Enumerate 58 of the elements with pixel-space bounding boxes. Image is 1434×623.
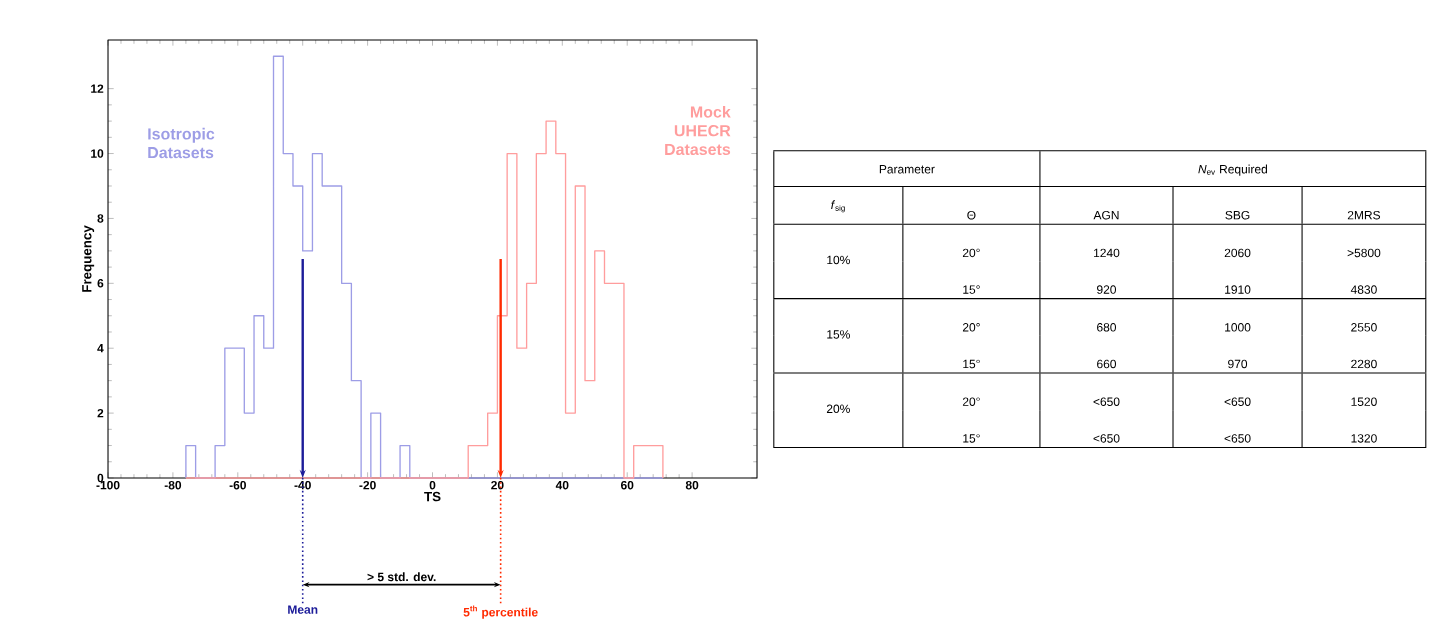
y-tick-label: 0 (97, 473, 104, 483)
text: 20° (962, 248, 980, 258)
text: Isotropic Datasets (148, 127, 215, 159)
text: 1000 (1225, 323, 1251, 332)
ref-line-label: 5$^{th}$ percentile (463, 605, 538, 619)
text: N$_{ev}$ Required (1198, 164, 1267, 176)
text: 1320 (1351, 434, 1377, 443)
text: SBG (1225, 210, 1250, 220)
text: 1520 (1351, 397, 1377, 406)
text: <650 (1093, 397, 1120, 406)
x-tick-label: -20 (359, 480, 376, 490)
text: > 5 std. dev. (367, 572, 436, 582)
text: 1240 (1094, 248, 1120, 258)
y-tick-label: 12 (91, 84, 104, 93)
text: Θ (967, 210, 976, 220)
x-tick-label: 40 (555, 480, 569, 490)
text: 20° (962, 397, 980, 406)
text: Mock UHECR Datasets (665, 105, 731, 156)
x-tick-label: -80 (164, 480, 182, 490)
x-tick-label: -100 (96, 480, 120, 490)
text: >5800 (1347, 248, 1381, 258)
y-tick-label: 2 (97, 408, 104, 418)
y-tick-label: 8 (97, 214, 104, 223)
text: 2550 (1351, 323, 1377, 332)
x-tick-label: 0 (429, 480, 436, 490)
text: 680 (1097, 323, 1117, 332)
x-tick-label: -40 (294, 480, 311, 490)
x-tick-label: -60 (229, 480, 246, 490)
text: 1910 (1225, 285, 1251, 294)
x-tick-label: 60 (620, 480, 634, 490)
text: 20° (962, 323, 980, 332)
text: <650 (1224, 434, 1251, 443)
text: 10% (827, 255, 850, 265)
text: 15° (963, 359, 980, 369)
text: <650 (1093, 434, 1120, 443)
y-tick-label: 4 (97, 344, 104, 353)
text: 15° (963, 434, 980, 443)
text: 970 (1228, 359, 1248, 369)
text: 920 (1097, 285, 1117, 294)
text: 2060 (1224, 248, 1251, 258)
text: 2MRS (1347, 210, 1381, 220)
text: 15° (963, 285, 980, 294)
text: f$_{sig}$ (831, 200, 845, 213)
text: <650 (1224, 397, 1251, 406)
x-axis-title: TS (424, 491, 441, 502)
x-tick-label: 20 (491, 480, 504, 490)
y-axis-title: Frequency (82, 225, 95, 292)
text: 2280 (1351, 359, 1377, 369)
text: AGN (1093, 210, 1119, 220)
text: 15% (827, 330, 850, 339)
text: Parameter (879, 165, 935, 174)
text: 4830 (1350, 285, 1377, 294)
ref-line-label: Mean (288, 605, 318, 614)
x-tick-label: 80 (685, 480, 699, 490)
y-tick-label: 10 (91, 149, 104, 158)
text: 20% (826, 404, 850, 414)
y-tick-label: 6 (97, 279, 104, 288)
text: 660 (1097, 359, 1117, 369)
